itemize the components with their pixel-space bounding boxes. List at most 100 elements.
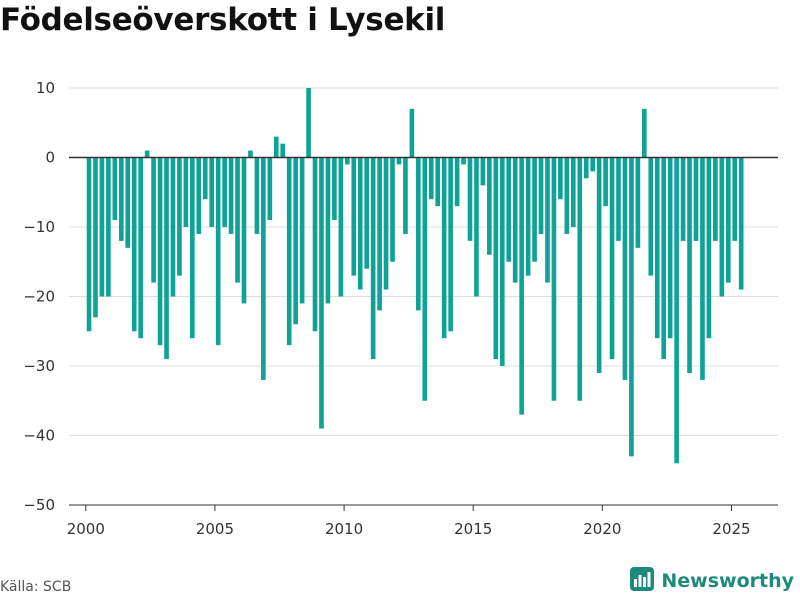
bar <box>241 157 247 304</box>
bar <box>532 157 537 262</box>
bar <box>680 157 686 241</box>
bar <box>538 157 544 234</box>
bar <box>596 157 602 373</box>
chart-title: Födelseöverskott i Lysekil <box>0 2 446 38</box>
bar <box>235 157 240 283</box>
bar <box>667 157 673 339</box>
bar <box>151 157 156 283</box>
bar <box>112 157 118 221</box>
bar <box>480 157 486 186</box>
y-axis-ticks: 10 0 −10 −20 −30 −40 −50 <box>23 79 55 514</box>
bar <box>428 157 434 200</box>
y-tick-label: −20 <box>23 288 55 306</box>
bar <box>506 157 512 262</box>
y-tick-label: 0 <box>45 149 55 167</box>
bar <box>177 157 182 276</box>
bars <box>86 88 744 464</box>
bar <box>519 157 524 415</box>
bar <box>558 157 563 200</box>
bar <box>609 157 615 360</box>
bar <box>332 157 337 221</box>
bar <box>564 157 570 234</box>
bar <box>202 157 208 200</box>
bar <box>422 157 428 401</box>
x-tick-label: 2025 <box>712 520 750 538</box>
bar <box>570 157 576 227</box>
y-tick-label: −40 <box>23 427 55 445</box>
bar <box>306 88 311 158</box>
bar <box>713 157 718 241</box>
x-tick-label: 2020 <box>583 520 621 538</box>
bar <box>196 157 202 234</box>
bar <box>635 157 641 248</box>
bar <box>93 157 98 318</box>
bar <box>454 157 460 207</box>
bar <box>409 108 415 158</box>
bar <box>293 157 298 325</box>
bar <box>215 157 221 346</box>
bar <box>551 157 557 401</box>
bar <box>377 157 382 311</box>
bar <box>674 157 679 464</box>
bar <box>273 136 279 158</box>
bar <box>254 157 260 234</box>
y-tick-label: 10 <box>36 79 55 97</box>
bar <box>261 157 266 380</box>
bar <box>512 157 518 283</box>
x-tick-label: 2005 <box>196 520 234 538</box>
bar <box>590 157 596 172</box>
bar <box>267 157 273 221</box>
bar <box>383 157 389 290</box>
bar <box>344 157 350 165</box>
y-tick-label: −50 <box>23 496 55 514</box>
x-tick-label: 2015 <box>454 520 492 538</box>
bar <box>338 157 344 297</box>
bar <box>222 157 227 227</box>
x-tick-label: 2010 <box>325 520 363 538</box>
bar <box>545 157 550 283</box>
bar <box>403 157 408 234</box>
bar <box>687 157 692 373</box>
bar <box>86 157 92 332</box>
source-note: Källa: SCB <box>0 579 72 595</box>
bar <box>183 157 189 227</box>
bar <box>499 157 505 366</box>
bar <box>654 157 660 339</box>
bar <box>228 157 234 234</box>
brand-name: Newsworthy <box>661 570 794 592</box>
x-tick-label: 2000 <box>67 520 105 538</box>
bar <box>706 157 712 339</box>
bar <box>448 157 453 332</box>
y-tick-label: −30 <box>23 357 55 375</box>
bar <box>693 157 699 241</box>
bar <box>319 157 324 429</box>
bar <box>461 157 466 165</box>
bar <box>312 157 318 332</box>
bar <box>416 157 421 311</box>
bar <box>629 157 634 457</box>
bar <box>299 157 305 304</box>
bar <box>622 157 628 380</box>
bar <box>732 157 738 241</box>
bar <box>487 157 492 255</box>
bar <box>719 157 725 297</box>
bar <box>357 157 363 290</box>
brand-logo[interactable]: Newsworthy <box>629 566 794 596</box>
bar <box>725 157 731 283</box>
bar <box>164 157 169 360</box>
bar <box>738 157 744 290</box>
bar <box>370 157 376 360</box>
bar <box>525 157 531 276</box>
bar <box>577 157 583 401</box>
bar <box>364 157 370 269</box>
bar <box>190 157 195 339</box>
bar <box>648 157 654 276</box>
bar <box>396 157 402 165</box>
bar <box>106 157 111 297</box>
bar <box>209 157 215 227</box>
bar <box>99 157 105 297</box>
bar <box>642 108 647 158</box>
bar <box>700 157 705 380</box>
bar <box>280 143 286 158</box>
bar <box>493 157 499 360</box>
